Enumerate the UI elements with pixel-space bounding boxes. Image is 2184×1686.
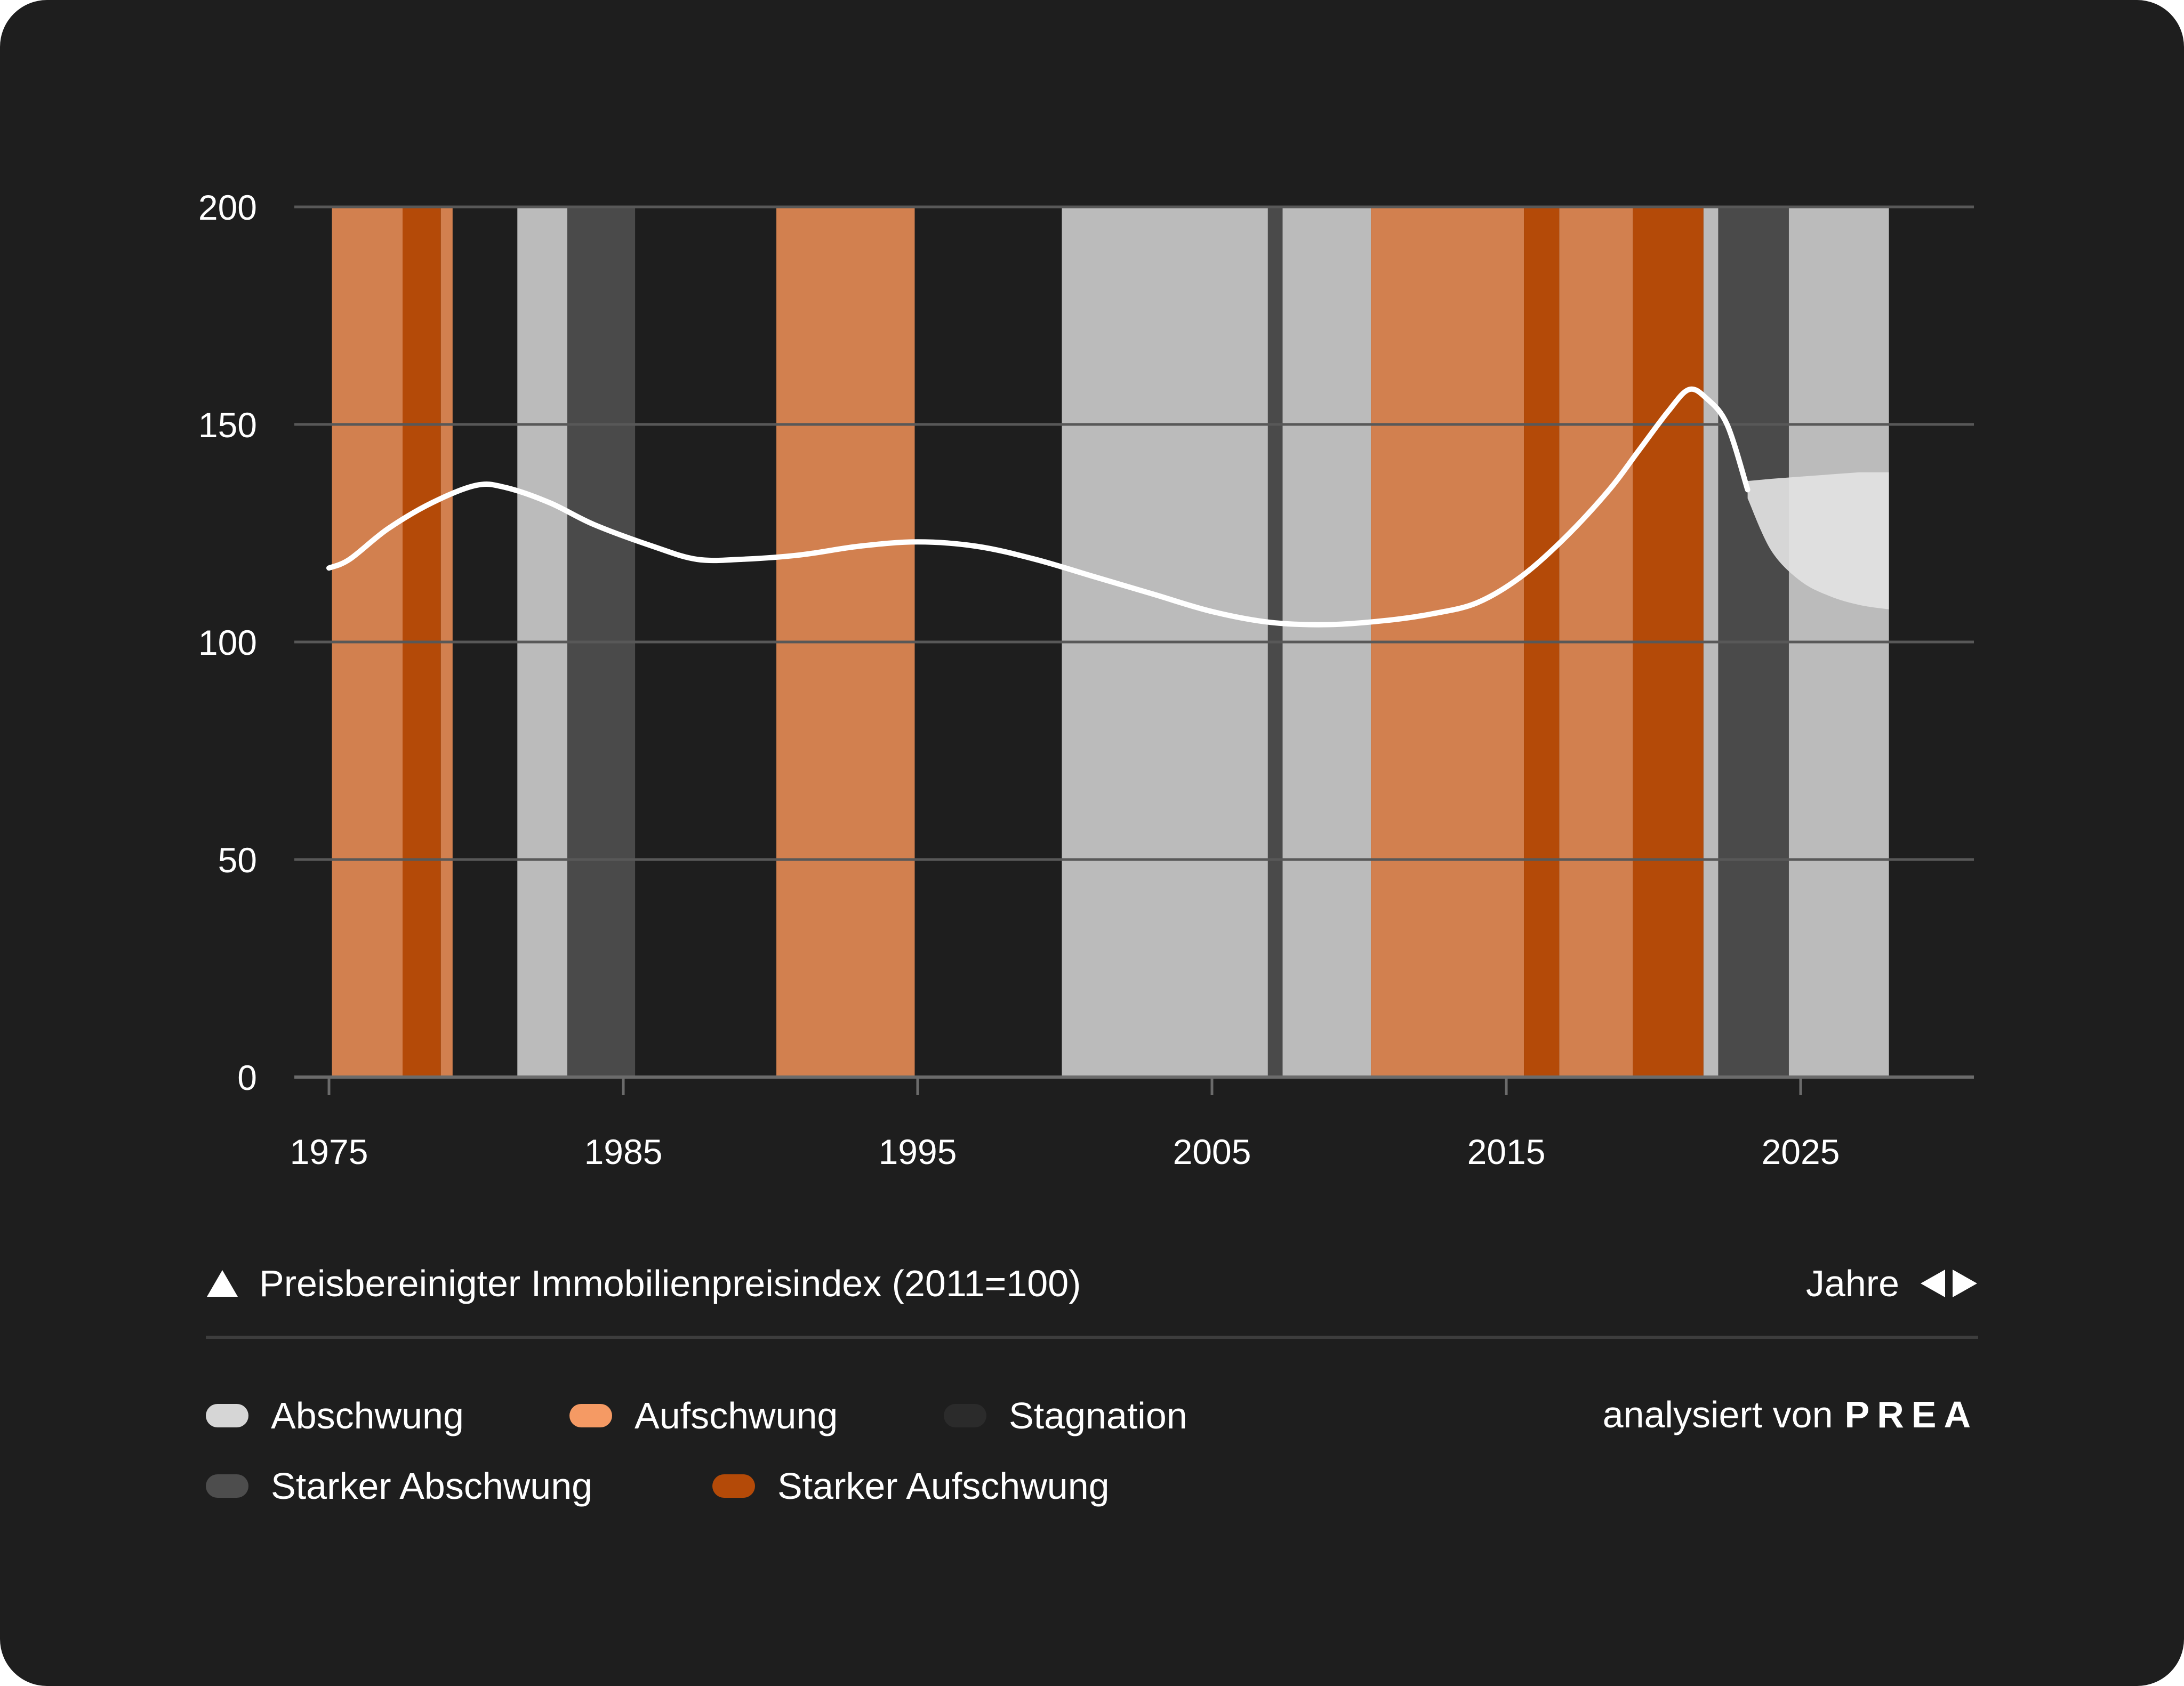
x-tick-label: 2015	[1467, 1132, 1546, 1171]
legend-item-starker-aufschwung: Starker Aufschwung	[712, 1467, 1110, 1505]
credit: analysiert von PREA	[1603, 1396, 1978, 1433]
forecast-band	[1747, 472, 1889, 609]
x-axis-title-row: Jahre	[1806, 1265, 1978, 1302]
credit-prefix: analysiert von	[1602, 1394, 1833, 1435]
index-series	[326, 386, 1751, 628]
x-axis-title: Jahre	[1805, 1263, 1899, 1304]
legend-swatch	[569, 1404, 612, 1427]
y-tick-labels: 0 50 100 150 200	[198, 188, 257, 1097]
legend-item-starker-abschwung: Starker Abschwung	[206, 1467, 592, 1505]
triangle-up-icon	[207, 1270, 238, 1297]
scroll-arrows[interactable]	[1920, 1268, 1978, 1298]
legend-item-stagnation: Stagnation	[944, 1397, 1187, 1434]
y-tick-label: 0	[237, 1058, 257, 1097]
legend-label: Stagnation	[1009, 1395, 1187, 1436]
legend-swatch	[206, 1474, 248, 1498]
y-tick-label: 200	[198, 188, 257, 227]
legend-label: Aufschwung	[635, 1395, 838, 1436]
legend-item-abschwung: Abschwung	[206, 1397, 464, 1434]
legend-swatch	[944, 1404, 986, 1427]
gridlines	[294, 205, 1974, 861]
legend-swatch	[206, 1404, 248, 1427]
forecast-range	[1747, 472, 1889, 609]
series-label-row: Preisbereinigter Immobilienpreisindex (2…	[206, 1265, 1081, 1302]
y-tick-label: 150	[198, 405, 257, 445]
legend-label: Starker Aufschwung	[777, 1465, 1110, 1507]
x-axis	[294, 1075, 1974, 1095]
legend-item-aufschwung: Aufschwung	[569, 1397, 838, 1434]
chart: 0 50 100 150 200 1975 1985 1995 2005 2015 2025	[198, 188, 1974, 1171]
y-tick-label: 100	[198, 623, 257, 662]
x-tick-label: 2025	[1762, 1132, 1840, 1171]
legend-swatch	[712, 1474, 755, 1498]
series-label: Preisbereinigter Immobilienpreisindex (2…	[259, 1263, 1081, 1304]
footer-divider	[206, 1336, 1978, 1339]
brand-logo: PREA	[1844, 1394, 1978, 1435]
y-tick-label: 50	[218, 840, 257, 880]
legend-label: Starker Abschwung	[271, 1465, 593, 1507]
x-tick-label: 1995	[879, 1132, 957, 1171]
triangle-right-icon[interactable]	[1952, 1268, 1978, 1298]
x-tick-label: 1985	[584, 1132, 663, 1171]
series-line	[326, 386, 1751, 628]
x-tick-label: 2005	[1173, 1132, 1251, 1171]
triangle-left-icon[interactable]	[1920, 1268, 1946, 1298]
x-tick-labels: 1975 1985 1995 2005 2015 2025	[290, 1132, 1840, 1171]
legend-label: Abschwung	[271, 1395, 464, 1436]
x-tick-label: 1975	[290, 1132, 368, 1171]
